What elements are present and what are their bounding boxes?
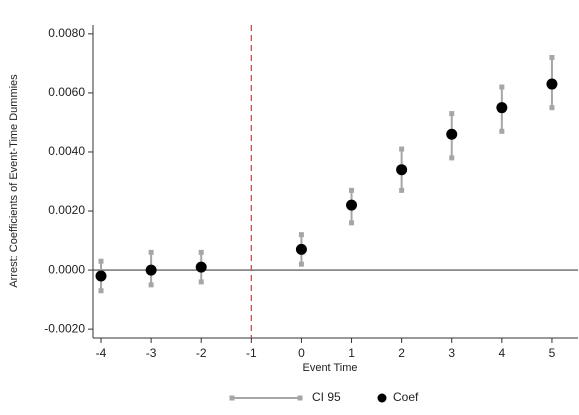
- x-tick-label: 1: [348, 346, 355, 360]
- ci-cap: [349, 187, 355, 193]
- coef-point: [145, 264, 157, 276]
- ci-cap: [198, 249, 204, 255]
- y-tick-label: -0.0020: [44, 321, 85, 335]
- x-tick-label: -3: [146, 346, 157, 360]
- ci-cap: [198, 279, 204, 285]
- ci-cap: [148, 249, 154, 255]
- legend-label: CI 95: [312, 390, 341, 404]
- coef-point: [496, 102, 508, 114]
- coef-point: [446, 128, 458, 140]
- ci-cap: [349, 220, 355, 226]
- ci-cap: [549, 105, 555, 111]
- ci-cap: [298, 232, 304, 238]
- x-tick-label: -2: [196, 346, 207, 360]
- y-tick-label: 0.0020: [48, 203, 85, 217]
- coef-point: [195, 261, 207, 273]
- ci-cap: [449, 155, 455, 161]
- legend-swatch: [229, 395, 235, 401]
- coef-point: [546, 78, 558, 90]
- ci-cap: [399, 146, 405, 152]
- y-tick-label: 0.0000: [48, 262, 85, 276]
- ci-cap: [148, 282, 154, 288]
- x-tick-label: 5: [549, 346, 556, 360]
- ci-cap: [399, 187, 405, 193]
- x-tick-label: -1: [246, 346, 257, 360]
- coef-point: [346, 199, 358, 211]
- x-tick-label: 4: [498, 346, 505, 360]
- x-tick-label: 3: [448, 346, 455, 360]
- ci-cap: [98, 288, 104, 294]
- legend-swatch: [377, 393, 387, 403]
- ci-cap: [98, 258, 104, 264]
- legend-swatch: [297, 395, 303, 401]
- coef-point: [295, 243, 307, 255]
- coef-point: [396, 164, 408, 176]
- legend-label: Coef: [393, 390, 419, 404]
- coef-point: [95, 270, 107, 282]
- y-tick-label: 0.0080: [48, 26, 85, 40]
- x-axis-label: Event Time: [302, 362, 357, 374]
- x-tick-label: 0: [298, 346, 305, 360]
- y-axis-label: Arrest: Coefficients of Event-Time Dummi…: [8, 74, 20, 288]
- ci-cap: [449, 111, 455, 117]
- ci-cap: [499, 128, 505, 134]
- x-tick-label: -4: [96, 346, 107, 360]
- ci-cap: [499, 84, 505, 90]
- y-tick-label: 0.0040: [48, 144, 85, 158]
- x-tick-label: 2: [398, 346, 405, 360]
- ci-cap: [549, 54, 555, 60]
- y-tick-label: 0.0060: [48, 85, 85, 99]
- ci-cap: [298, 261, 304, 267]
